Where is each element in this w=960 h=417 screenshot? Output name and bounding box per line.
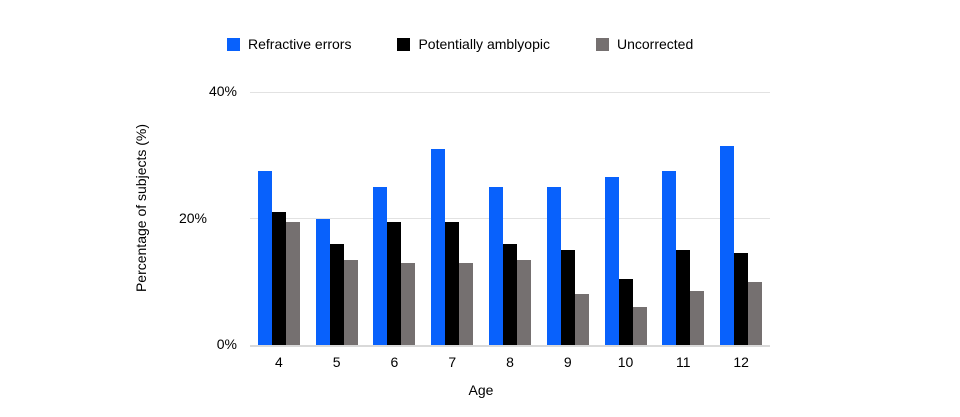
legend-item: Refractive errors [227, 36, 351, 52]
gridline [250, 218, 770, 219]
legend-item: Uncorrected [595, 36, 694, 52]
legend-label: Refractive errors [248, 36, 352, 52]
y-tick-label: 20% [178, 209, 207, 226]
y-tick-label: 0% [216, 336, 237, 352]
bar [373, 186, 388, 345]
bar-group-age-4 [250, 92, 308, 345]
bar [690, 291, 705, 345]
x-tick-label: 10 [617, 354, 634, 370]
bar-group-age-7 [423, 92, 481, 345]
x-tick-label: 4 [274, 354, 283, 370]
legend-label: Potentially amblyopic [418, 36, 550, 52]
bar [257, 171, 272, 345]
bar [343, 259, 358, 345]
bar-group-age-5 [308, 92, 366, 345]
bar [431, 148, 446, 345]
bar [502, 243, 517, 345]
bar [516, 259, 531, 345]
legend-swatch-icon [397, 37, 411, 51]
x-tick-label: 9 [563, 354, 572, 370]
y-tick-label: 40% [208, 83, 237, 99]
bar [676, 250, 691, 345]
bar-group-age-11 [654, 92, 712, 345]
bar [445, 221, 460, 345]
bar [560, 250, 575, 345]
bar [574, 294, 589, 345]
bar [720, 145, 735, 345]
x-tick-label: 6 [390, 354, 399, 370]
bar-group-age-10 [597, 92, 655, 345]
x-tick-label: 7 [448, 354, 457, 370]
x-tick-label: 12 [733, 354, 749, 370]
legend-item: Potentially amblyopic [397, 36, 550, 52]
y-axis-title: Percentage of subjects (%) [133, 123, 149, 293]
bar-group-age-9 [539, 92, 597, 345]
bar [632, 307, 647, 345]
gridline [250, 91, 770, 93]
x-tick-label: 8 [506, 354, 514, 370]
bar [488, 186, 503, 345]
bar [271, 212, 286, 345]
bar [748, 281, 763, 345]
bar-group-age-12 [712, 92, 770, 345]
bar [546, 186, 561, 345]
bar [662, 171, 677, 345]
x-tick-label: 11 [676, 354, 691, 370]
bar [387, 221, 402, 345]
bar-group-age-6 [366, 92, 424, 345]
bar [315, 218, 330, 345]
x-axis-title: Age [468, 382, 494, 398]
bar [459, 262, 474, 345]
bar [329, 243, 344, 345]
bar [604, 177, 619, 345]
legend-swatch-icon [227, 37, 240, 51]
legend: Refractive errors Potentially amblyopic Un… [227, 36, 693, 52]
x-axis-line [250, 345, 770, 347]
legend-swatch-icon [595, 37, 609, 51]
bar [618, 278, 633, 345]
x-tick-label: 5 [332, 354, 341, 370]
bar [734, 253, 749, 345]
legend-label: Uncorrected [616, 36, 694, 52]
bar-group-age-8 [481, 92, 539, 345]
bar [285, 221, 300, 345]
bar [401, 262, 416, 345]
